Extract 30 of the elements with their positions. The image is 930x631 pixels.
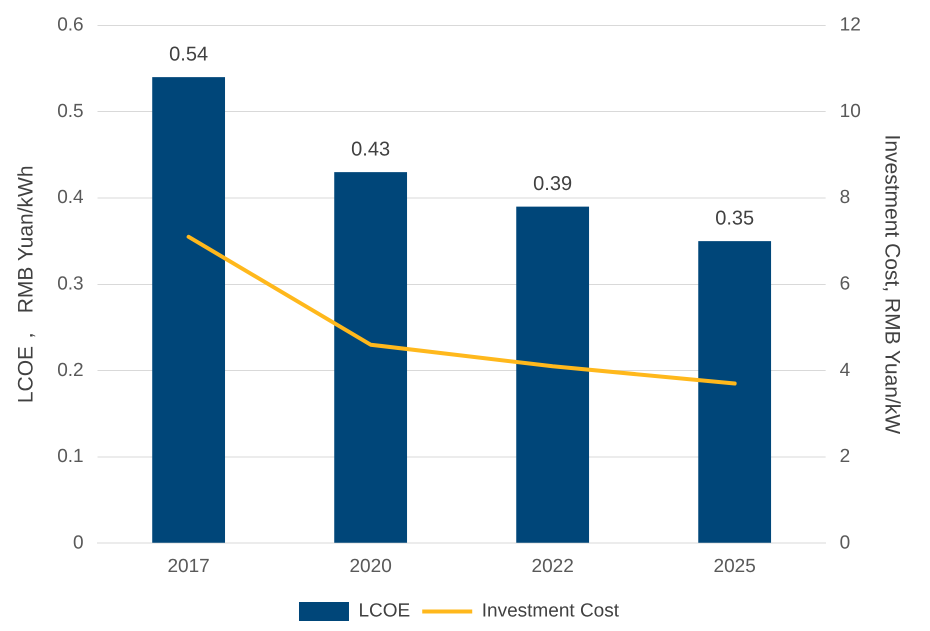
y2-tick-label: 10 bbox=[840, 100, 861, 122]
data-label: 0.54 bbox=[169, 44, 208, 66]
y2-tick-label: 8 bbox=[840, 187, 850, 208]
x-tick-label: 2020 bbox=[349, 556, 392, 577]
y-tick-label: 0.6 bbox=[57, 14, 84, 36]
y2-tick-label: 4 bbox=[840, 360, 851, 381]
y-tick-label: 0.1 bbox=[57, 446, 84, 468]
y-axis-title: LCOE， RMB Yuan/kWh bbox=[14, 165, 38, 404]
x-tick-label: 2025 bbox=[714, 556, 756, 577]
y-tick-label: 0.3 bbox=[57, 274, 84, 295]
y-tick-label: 0.4 bbox=[57, 187, 84, 208]
bar bbox=[334, 172, 408, 543]
bar bbox=[152, 77, 226, 543]
x-tick-label: 2017 bbox=[167, 556, 210, 577]
data-label: 0.43 bbox=[351, 138, 390, 161]
legend-label: LCOE bbox=[358, 600, 410, 622]
x-tick-label: 2022 bbox=[532, 556, 574, 577]
data-label: 0.39 bbox=[533, 173, 572, 196]
y-tick-label: 0.2 bbox=[57, 360, 84, 381]
y2-axis-title: Investment Cost, RMB Yuan/kW bbox=[880, 134, 904, 434]
legend-label: Investment Cost bbox=[482, 600, 620, 622]
y-tick-label: 0.5 bbox=[57, 100, 84, 122]
y2-tick-label: 2 bbox=[840, 446, 850, 468]
y-tick-label: 0 bbox=[73, 532, 84, 554]
y2-tick-label: 0 bbox=[840, 532, 850, 554]
y2-tick-label: 6 bbox=[840, 274, 850, 295]
data-label: 0.35 bbox=[715, 208, 754, 230]
bar bbox=[516, 206, 590, 543]
bar bbox=[698, 241, 772, 543]
y2-tick-label: 12 bbox=[840, 14, 861, 36]
